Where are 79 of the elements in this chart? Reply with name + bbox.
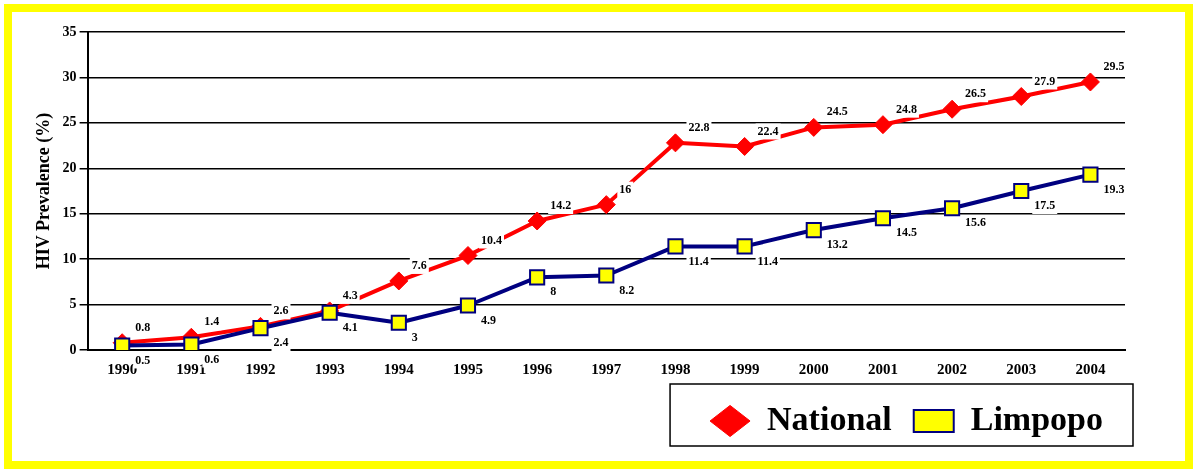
point	[874, 210, 892, 227]
y-tick-label: 15	[62, 205, 77, 221]
y-tick-label: 20	[62, 159, 77, 175]
x-tick-label: 1992	[245, 360, 276, 377]
x-tick-label: 2002	[937, 360, 968, 377]
x-tick-label: 2004	[1075, 360, 1106, 377]
data-label: 26.5	[965, 86, 987, 101]
data-label: 22.8	[688, 119, 710, 134]
data-label: 10.4	[480, 232, 502, 247]
point	[805, 222, 822, 239]
x-tick-label: 1993	[314, 360, 345, 377]
point	[736, 238, 753, 255]
data-label: 16	[619, 181, 632, 196]
point	[667, 238, 684, 255]
point	[944, 200, 961, 217]
point	[596, 195, 616, 215]
point	[458, 246, 478, 266]
point	[252, 320, 269, 337]
x-tick-label: 1994	[383, 360, 415, 377]
x-tick-label: 2001	[867, 360, 898, 377]
point	[873, 115, 893, 135]
point	[1080, 72, 1100, 92]
point	[529, 269, 546, 286]
y-tick-label: 35	[62, 23, 77, 39]
data-label: 11.4	[757, 253, 778, 268]
x-tick-label: 1999	[729, 360, 760, 377]
data-label: 4.3	[342, 288, 358, 303]
x-tick-label: 1998	[660, 360, 691, 377]
y-axis-title: HIV Prevalence (%)	[33, 112, 55, 270]
data-label: 2.6	[273, 303, 289, 318]
x-tick-label: 1997	[591, 360, 622, 377]
data-label: 17.5	[1034, 198, 1056, 213]
data-label: 14.5	[895, 225, 917, 240]
data-label: 2.4	[273, 335, 289, 350]
data-label: 7.6	[411, 258, 427, 273]
legend-label: Limpopo	[970, 399, 1103, 437]
point	[390, 314, 407, 331]
point	[527, 211, 547, 231]
data-label: 0.8	[135, 319, 151, 334]
y-tick-label: 30	[62, 69, 77, 85]
data-label: 13.2	[826, 237, 848, 252]
y-tick-label: 10	[62, 250, 77, 266]
data-label: 29.5	[1103, 59, 1125, 74]
point	[1011, 87, 1031, 107]
data-label: 22.4	[757, 123, 779, 138]
data-label: 3	[411, 329, 418, 344]
point	[598, 267, 615, 284]
data-label: 8	[550, 284, 557, 299]
data-label: 24.5	[826, 104, 848, 119]
point	[389, 271, 409, 291]
point	[459, 297, 477, 314]
x-tick-label: 1995	[452, 360, 483, 377]
data-label: 0.6	[204, 351, 220, 366]
data-label: 14.2	[550, 198, 572, 213]
data-label: 0.5	[135, 352, 151, 367]
data-label: 24.8	[895, 101, 917, 116]
x-tick-label: 2000	[798, 360, 829, 377]
x-tick-label: 2003	[1006, 360, 1037, 377]
y-tick-label: 0	[69, 341, 77, 357]
point	[804, 117, 824, 137]
legend-label: National	[767, 399, 892, 437]
point	[942, 99, 962, 119]
y-tick-label: 5	[69, 296, 77, 312]
data-label: 8.2	[619, 282, 635, 297]
data-label: 1.4	[204, 314, 220, 329]
data-label: 19.3	[1103, 181, 1125, 196]
point	[665, 133, 685, 153]
point	[735, 136, 755, 156]
data-label: 11.4	[688, 253, 709, 268]
point	[1082, 166, 1099, 183]
point	[1013, 182, 1030, 200]
y-tick-label: 25	[62, 114, 77, 130]
point	[114, 337, 131, 350]
data-label: 15.6	[965, 215, 987, 230]
data-label: 4.9	[480, 312, 496, 327]
data-label: 4.1	[342, 319, 358, 334]
x-tick-label: 1996	[522, 360, 553, 377]
data-label: 27.9	[1034, 73, 1056, 88]
point	[183, 336, 200, 350]
